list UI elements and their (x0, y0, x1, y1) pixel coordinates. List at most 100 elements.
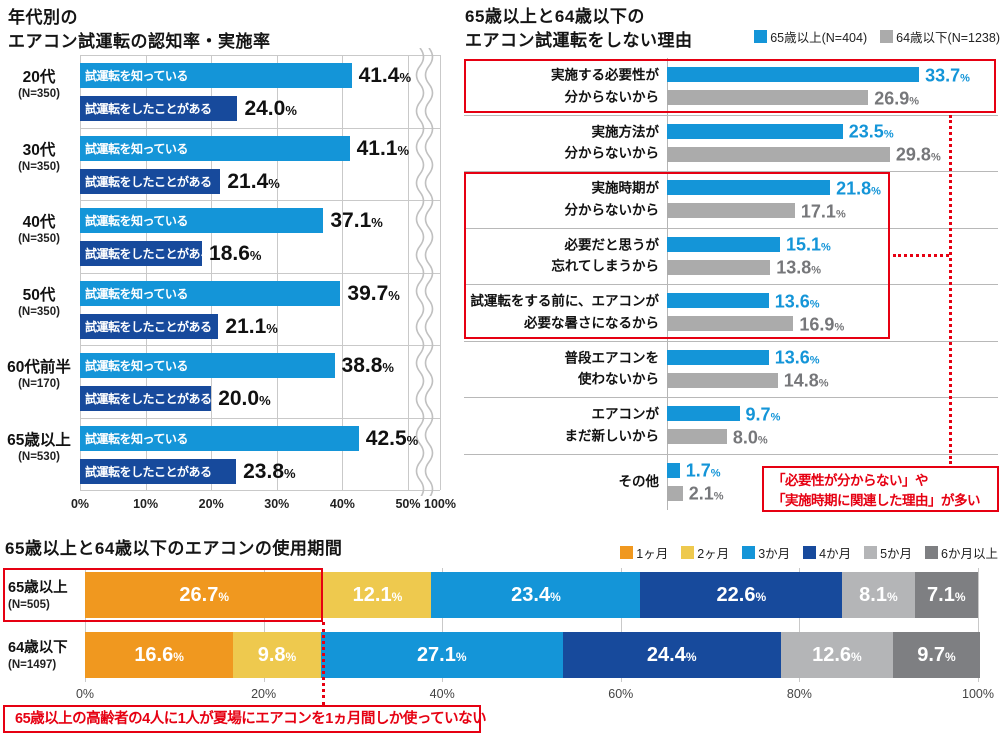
stack-segment-3か月: 27.1% (320, 632, 563, 678)
legend-item: 6か月以上 (925, 543, 998, 562)
row-separator (464, 227, 998, 229)
stack-segment-1ヶ月: 26.7% (85, 572, 324, 618)
bar-done: 試運転をしたことがある (80, 241, 212, 266)
bar-younger-value: 26.9% (874, 88, 920, 108)
bar-know: 試運転を知っている (80, 353, 335, 378)
x-axis-tick: 80% (786, 687, 812, 701)
stack-segment-6か月以上: 9.7% (893, 632, 980, 678)
bar-younger-value: 17.1% (800, 201, 846, 221)
reasons-chart-title: 65歳以上と64歳以下の エアコン試運転をしない理由 (465, 5, 693, 53)
row-label: 64歳以下 (N=1497) (8, 640, 68, 671)
stack-segment-6か月以上: 7.1% (914, 572, 978, 618)
reasons-title-line2: エアコン試運転をしない理由 (465, 30, 693, 50)
gridline-horizontal (80, 127, 440, 129)
bar-value-label: 23.8% (243, 459, 296, 483)
age-group-label: 65歳以上 (N=530) (7, 431, 71, 463)
bar-younger-value: 2.1% (688, 483, 724, 504)
bar-done: 試運転をしたことがある (80, 313, 219, 339)
bar-younger-value: 13.8% (776, 257, 822, 278)
stack-segment-5か月: 12.6% (780, 632, 894, 678)
gridline-horizontal (80, 200, 440, 201)
stack-segment-4か月: 24.4% (562, 632, 781, 678)
bar-younger (667, 146, 890, 162)
x-axis-tick: 0% (75, 687, 95, 701)
age-group-label: 30代 (N=350) (18, 141, 60, 173)
bar-value-label: 39.7% (347, 281, 400, 305)
bar-older (667, 180, 831, 195)
row-separator (464, 284, 998, 285)
gridline-horizontal (80, 272, 440, 274)
bar-older-value: 13.6% (774, 347, 820, 368)
highlight-box-timing (464, 172, 890, 339)
bar-value-label: 21.1% (225, 314, 278, 338)
legend-item: 5か月 (864, 543, 912, 562)
bar-value-label: 38.8% (341, 354, 394, 377)
bar-younger-value: 16.9% (799, 314, 845, 334)
reasons-legend: 65歳以上(N=404) 64歳以下(N=1238) (741, 27, 1000, 46)
stack-segment-5か月: 8.1% (842, 572, 915, 618)
bar-know: 試運転を知っている (80, 208, 324, 233)
reason-label: 普段エアコンを 使わないから (564, 349, 660, 387)
bar-older (667, 67, 920, 82)
row-label: 65歳以上 (N=505) (8, 580, 68, 611)
gridline-horizontal (80, 490, 440, 491)
x-axis-tick: 30% (264, 497, 290, 511)
legend-label: 4か月 (819, 547, 852, 561)
bar-older-value: 33.7% (925, 65, 970, 85)
chart-usage-period: 65歳以上と64歳以下のエアコンの使用期間 1ヶ月 2ヶ月 3か月 4か月 5か月 6か月… (0, 535, 1000, 740)
reason-label: 実施方法が 分からないから (564, 123, 660, 161)
bar-older-value: 9.7% (745, 404, 781, 424)
bar-know: 試運転を知っている (80, 63, 352, 88)
reasons-annotation-line2: 「実施時期に関連した理由」が多い (772, 493, 981, 509)
legend-swatch (925, 546, 939, 559)
bar-done: 試運転をしたことがある (80, 386, 212, 411)
awareness-plot-area: 20代 (N=350) 試運転を知っている 41.4% 試運転をしたことがある 24.0%… (0, 0, 462, 535)
bar-older (667, 406, 740, 421)
row-separator (464, 114, 998, 116)
x-axis-tick: 100% (424, 497, 456, 511)
x-axis-tick: 0% (70, 497, 90, 511)
stack-segment-1ヶ月: 16.6% (85, 632, 234, 678)
gridline-horizontal (80, 417, 440, 419)
bar-younger-value: 29.8% (895, 144, 941, 165)
awareness-chart-title: 年代別の エアコン試運転の認知率・実施率 (8, 6, 271, 54)
chart-awareness-by-age: 年代別の エアコン試運転の認知率・実施率 20代 (N=350) 試運転を知っている… (0, 0, 462, 535)
x-axis-tick: 10% (133, 497, 159, 511)
stack-segment-2ヶ月: 9.8% (233, 632, 321, 678)
usage-title-line: 65歳以上と64歳以下のエアコンの使用期間 (5, 539, 343, 558)
bar-older (667, 462, 680, 478)
legend-label: 2ヶ月 (697, 547, 730, 561)
usage-legend: 1ヶ月 2ヶ月 3か月 4か月 5か月 6か月以上 (607, 543, 998, 562)
chart-reasons-not-testing: 65歳以上と64歳以下の エアコン試運転をしない理由 65歳以上(N=404) 6… (462, 0, 1000, 535)
bar-younger (667, 203, 795, 218)
bar-older (667, 293, 769, 308)
x-axis-tick: 50% (395, 497, 421, 511)
legend-swatch (803, 546, 817, 559)
bar-know: 試運転を知っている (80, 425, 359, 451)
bar-value-label: 24.0% (244, 97, 297, 120)
usage-plot-area: 0% 20% 40% 60% 80% 100% 65歳以上 (N=505) 26.7% 12.1%… (0, 535, 1000, 740)
gridline-vertical (85, 568, 86, 682)
legend-swatch (620, 546, 634, 559)
x-axis-tick: 20% (198, 497, 224, 511)
legend-swatch (754, 30, 768, 43)
x-axis-tick: 40% (329, 497, 355, 511)
awareness-title-line1: 年代別の (8, 8, 78, 27)
row-separator (464, 340, 998, 342)
gridline-horizontal (80, 55, 440, 56)
legend-item: 65歳以上(N=404) (754, 27, 867, 46)
gridline-vertical (799, 568, 801, 682)
bar-younger (667, 90, 869, 105)
legend-label: 3か月 (758, 547, 791, 561)
legend-item: 4か月 (803, 543, 851, 562)
bar-value-label: 41.4% (358, 64, 412, 87)
stack-segment-3か月: 23.4% (431, 572, 641, 618)
bar-value-label: 42.5% (365, 426, 419, 450)
reasons-plot-area: 実施する必要性が 分からないから 33.7% 26.9% 実施方法が 分からないから 23.… (462, 0, 1000, 535)
bar-older (667, 349, 769, 365)
legend-swatch (864, 546, 878, 559)
bar-younger-value: 8.0% (732, 427, 768, 447)
age-group-label: 20代 (N=350) (18, 69, 60, 101)
gridline-vertical (978, 568, 979, 682)
